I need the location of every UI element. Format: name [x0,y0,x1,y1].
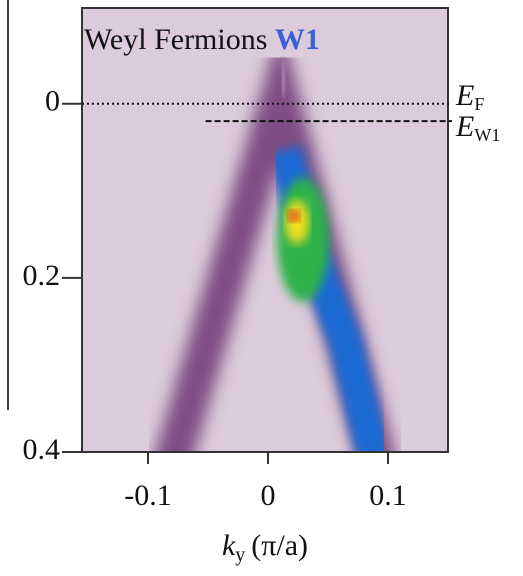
title-highlight: W1 [275,23,320,56]
x-tick-label: -0.1 [124,479,172,512]
y-tick-label: 0 [45,85,60,118]
reference-symbol: E [455,79,474,112]
title-text: Weyl Fermions [84,23,267,56]
x-axis-label: ky (π/a) [222,529,308,566]
reference-subscript: W1 [474,125,500,145]
reference-label: EF [455,79,484,114]
x-tick-label: 0 [261,479,276,512]
chart-title: Weyl Fermions W1 [84,23,320,56]
x-tick-label: 0.1 [369,479,407,512]
plot-frame [81,7,449,453]
x-label-subscript: y [235,544,245,566]
peak-yellow [285,200,309,244]
reference-subscript: F [474,94,484,114]
peak-red [288,210,300,222]
background [82,8,448,452]
band-top [267,58,300,97]
x-label-symbol: k [222,529,236,562]
reference-label: EW1 [455,110,500,145]
y-tick-label: 0.2 [23,259,61,292]
y-tick-label: 0.4 [23,433,61,466]
intensity-map [82,8,448,452]
x-label-unit: (π/a) [251,529,308,562]
reference-symbol: E [455,110,474,143]
